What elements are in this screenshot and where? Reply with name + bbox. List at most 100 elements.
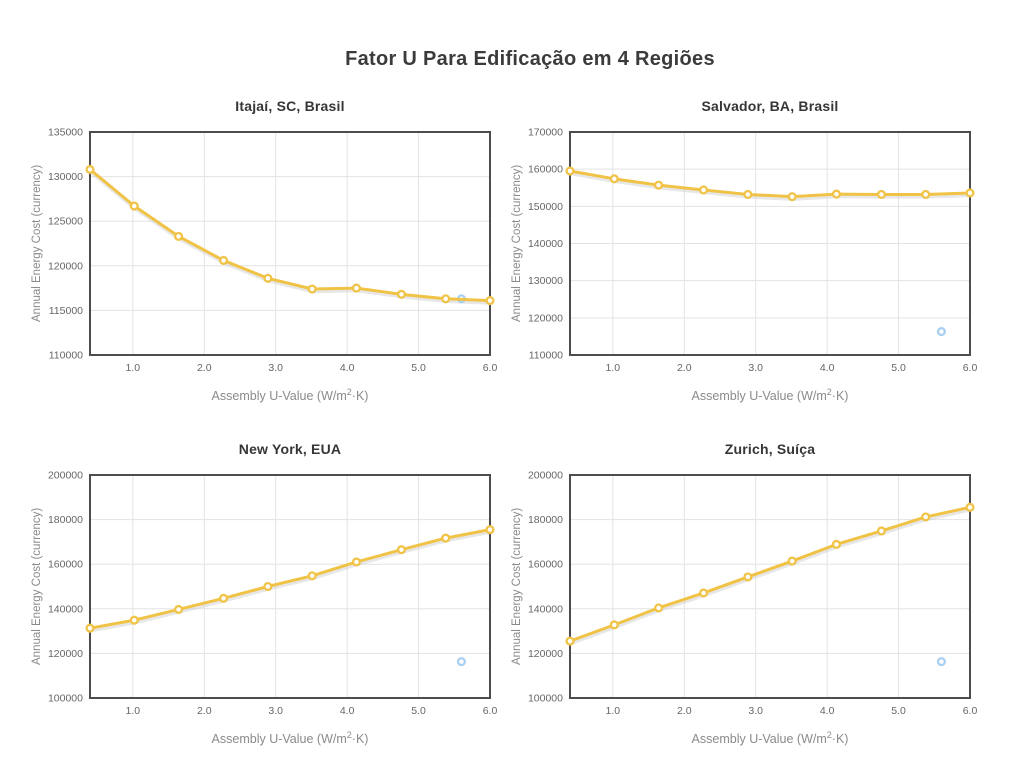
tick-labels: 1.0 2.0 3.0 4.0 5.0 6.0 100000 120000 140000 1600… xyxy=(528,470,977,718)
data-point-marker xyxy=(876,526,886,536)
data-point-marker xyxy=(129,201,139,211)
data-point-marker xyxy=(965,502,975,512)
y-tick-label: 160000 xyxy=(528,559,563,571)
data-line-shadow xyxy=(89,170,491,305)
x-axis-title-suffix: ·K) xyxy=(831,389,849,404)
x-tick-label: 2.0 xyxy=(197,705,212,717)
y-tick-label: 125000 xyxy=(48,216,83,228)
chart-title-zurich: Zurich, Suíça xyxy=(724,441,816,457)
data-point-markers xyxy=(85,525,495,633)
data-point-marker xyxy=(609,620,619,630)
data-point-marker xyxy=(85,164,95,175)
data-point-marker xyxy=(565,166,575,176)
data-point-marker xyxy=(351,283,361,293)
gridlines xyxy=(90,474,491,699)
data-point-marker xyxy=(174,231,184,241)
x-axis-title-text: Assembly U-Value (W/m xyxy=(691,389,827,404)
x-axis-title-suffix: ·K) xyxy=(351,389,369,404)
data-point-marker xyxy=(263,273,273,283)
x-tick-label: 2.0 xyxy=(677,705,692,717)
data-point-marker xyxy=(743,189,753,199)
x-tick-label: 1.0 xyxy=(126,362,141,374)
plot-area-itajai: 1.0 2.0 3.0 4.0 5.0 6.0 110000 115000 120000 1250… xyxy=(48,127,497,375)
y-tick-label: 140000 xyxy=(48,603,83,615)
plot-area-new-york: 1.0 2.0 3.0 4.0 5.0 6.0 100000 120000 140000 1600… xyxy=(48,470,497,718)
x-tick-label: 2.0 xyxy=(197,362,212,374)
x-axis-title-zurich: Assembly U-Value (W/m2·K) xyxy=(570,730,970,746)
y-tick-label: 140000 xyxy=(528,603,563,615)
plot-frame xyxy=(89,131,491,356)
x-axis-title-suffix: ·K) xyxy=(351,732,369,747)
y-tick-label: 100000 xyxy=(48,693,83,705)
gridlines xyxy=(570,131,971,356)
data-line xyxy=(569,505,971,643)
data-point-marker xyxy=(396,545,406,555)
x-tick-label: 1.0 xyxy=(606,362,621,374)
x-axis-title-text: Assembly U-Value (W/m xyxy=(691,732,827,747)
x-axis-title-salvador: Assembly U-Value (W/m2·K) xyxy=(570,387,970,403)
y-tick-label: 120000 xyxy=(528,312,563,324)
y-tick-label: 170000 xyxy=(528,127,563,139)
data-point-marker xyxy=(921,189,931,199)
data-line xyxy=(89,168,491,303)
x-tick-label: 4.0 xyxy=(340,362,355,374)
gridlines xyxy=(570,474,971,699)
data-point-marker xyxy=(396,289,406,299)
data-point-marker xyxy=(876,189,886,199)
data-point-marker xyxy=(965,188,975,198)
x-tick-label: 5.0 xyxy=(411,705,426,717)
x-tick-label: 4.0 xyxy=(820,362,835,374)
data-point-marker xyxy=(485,525,495,535)
x-tick-label: 6.0 xyxy=(483,705,498,717)
x-axis-title-text: Assembly U-Value (W/m xyxy=(211,389,347,404)
y-tick-label: 160000 xyxy=(528,164,563,176)
data-point-marker xyxy=(831,539,841,549)
data-point-marker xyxy=(441,533,451,543)
x-tick-label: 1.0 xyxy=(606,705,621,717)
tick-labels: 1.0 2.0 3.0 4.0 5.0 6.0 110000 115000 120000 1250… xyxy=(48,127,497,375)
data-point-marker xyxy=(921,512,931,522)
data-point-marker xyxy=(699,185,709,195)
x-tick-label: 1.0 xyxy=(126,705,141,717)
data-point-marker xyxy=(654,603,664,613)
x-axis-title-superscript: 2 xyxy=(346,730,352,740)
y-tick-label: 200000 xyxy=(528,470,563,482)
x-tick-label: 4.0 xyxy=(340,705,355,717)
x-tick-label: 3.0 xyxy=(268,705,283,717)
special-point-marker xyxy=(936,327,946,337)
gridlines xyxy=(90,131,491,356)
x-axis-title-superscript: 2 xyxy=(826,730,832,740)
x-tick-label: 4.0 xyxy=(820,705,835,717)
x-tick-label: 5.0 xyxy=(891,705,906,717)
y-tick-label: 110000 xyxy=(529,350,563,362)
data-point-marker xyxy=(219,255,229,265)
data-line-shadow xyxy=(569,508,971,646)
x-axis-title-superscript: 2 xyxy=(346,387,352,397)
y-tick-label: 110000 xyxy=(49,350,83,362)
y-tick-label: 130000 xyxy=(528,275,563,287)
y-tick-label: 120000 xyxy=(48,260,83,272)
plot-frame xyxy=(569,131,971,356)
data-point-markers xyxy=(85,164,495,306)
y-tick-label: 130000 xyxy=(48,171,83,183)
x-tick-label: 5.0 xyxy=(411,362,426,374)
data-point-marker xyxy=(654,180,664,190)
tick-labels: 1.0 2.0 3.0 4.0 5.0 6.0 100000 120000 140000 1600… xyxy=(48,470,497,718)
x-axis-title-text: Assembly U-Value (W/m xyxy=(211,732,347,747)
data-point-marker xyxy=(485,296,495,306)
data-point-marker xyxy=(129,615,139,625)
y-tick-label: 160000 xyxy=(48,559,83,571)
chart-title-salvador: Salvador, BA, Brasil xyxy=(701,98,839,114)
data-point-marker xyxy=(174,604,184,615)
x-tick-label: 3.0 xyxy=(748,705,763,717)
data-point-marker xyxy=(307,571,317,581)
y-tick-label: 135000 xyxy=(48,127,83,139)
x-axis-title-suffix: ·K) xyxy=(831,732,849,747)
data-point-marker xyxy=(441,294,451,304)
data-line xyxy=(569,169,971,199)
data-point-marker xyxy=(85,623,95,633)
data-point-marker xyxy=(831,189,841,199)
data-point-markers xyxy=(565,502,975,646)
data-point-marker xyxy=(307,284,317,294)
